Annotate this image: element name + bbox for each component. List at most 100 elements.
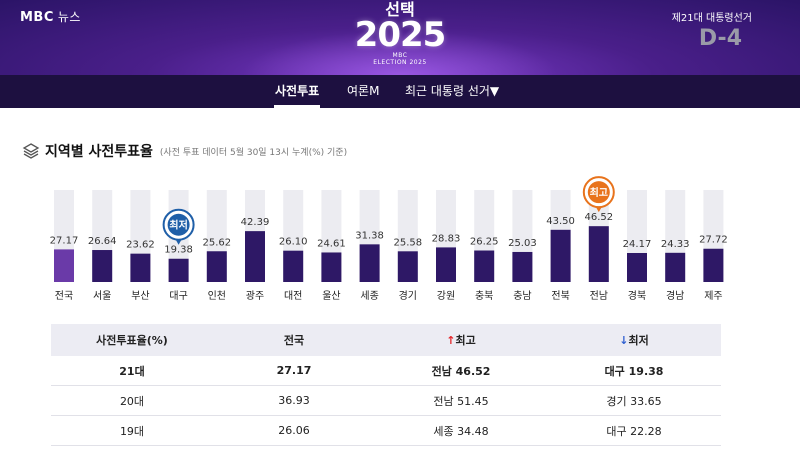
value-label: 25.58: [393, 237, 422, 248]
value-label: 43.50: [546, 216, 575, 227]
section-note: (사전 투표 데이터 5월 30일 13시 누계(%) 기준): [159, 147, 348, 158]
cell-term: 20대: [119, 394, 145, 408]
up-arrow-icon: ↑: [446, 334, 456, 347]
tab-recent-elections[interactable]: 최근 대통령 선거▼: [405, 84, 500, 98]
brand-year: 2025: [354, 15, 447, 55]
value-label: 19.38: [164, 245, 193, 256]
header-lowest-label: 최저: [628, 334, 649, 347]
category-label: 서울: [93, 290, 111, 302]
bar: [627, 252, 647, 282]
value-label: 25.03: [508, 238, 537, 249]
header-highest-label: 최고: [455, 334, 476, 347]
value-label: 46.52: [584, 212, 613, 223]
bar: [397, 251, 418, 282]
value-label: 31.38: [355, 230, 384, 241]
cell-national: 26.06: [278, 424, 310, 437]
brand-tag-mbc: MBC: [392, 52, 408, 59]
category-label: 울산: [322, 290, 340, 302]
cell-highest: 전남 46.52: [431, 364, 491, 378]
category-label: 세종: [360, 290, 378, 302]
category-label: 제주: [704, 290, 722, 302]
bar: [321, 252, 342, 282]
bar: [54, 249, 74, 282]
bar: [245, 231, 265, 282]
value-label: 42.39: [241, 217, 270, 228]
value-label: 25.62: [202, 237, 231, 248]
bar: [665, 252, 686, 282]
category-label: 전북: [551, 290, 569, 302]
table-header-row: 사전투표율(%) 전국 ↑최고 ↓최저: [51, 324, 721, 356]
marker-badge: [587, 181, 610, 204]
category-label: 강원: [437, 290, 455, 302]
bar: [168, 258, 189, 282]
header-lowest: ↓최저: [547, 332, 721, 348]
marker-badge: [167, 213, 190, 236]
election-brand: 선택 2025 MBC ELECTION 2025: [330, 0, 470, 67]
category-label: 전남: [590, 290, 608, 302]
bar: [206, 251, 227, 282]
cell-lowest: 경기 33.65: [606, 394, 662, 408]
mbc-news-logo[interactable]: MBC 뉴스: [20, 8, 81, 25]
bar: [474, 250, 495, 282]
cell-term: 21대: [119, 364, 145, 378]
bar: [92, 250, 113, 282]
table-row: 20대 36.93 전남 51.45 경기 33.65: [51, 386, 721, 416]
bar: [130, 253, 151, 282]
cell-national: 36.93: [278, 394, 310, 407]
category-label: 경북: [628, 289, 646, 302]
cell-highest: 세종 34.48: [433, 424, 489, 438]
marker-label: 최고: [590, 186, 608, 199]
bar: [436, 247, 456, 282]
value-label: 24.61: [317, 238, 346, 249]
category-label: 충남: [513, 290, 531, 302]
header-national: 전국: [283, 334, 305, 347]
value-label: 23.62: [126, 240, 155, 251]
category-label: 대전: [284, 290, 302, 302]
category-label: 전국: [55, 290, 73, 302]
dday-counter: D-4: [698, 26, 742, 51]
value-label: 26.25: [470, 237, 499, 248]
tab-poll-m[interactable]: 여론M: [347, 84, 380, 98]
category-label: 경기: [399, 289, 417, 302]
tab-early-voting[interactable]: 사전투표: [275, 84, 320, 98]
category-label: 경남: [666, 289, 684, 302]
nav-bar: 사전투표 여론M 최근 대통령 선거▼: [0, 75, 800, 108]
section-title: 지역별 사전투표율: [45, 144, 153, 160]
brand-tag-election: ELECTION 2025: [373, 59, 427, 66]
bar: [512, 251, 533, 282]
logo-text: MBC: [20, 10, 54, 25]
cell-lowest: 대구 22.28: [606, 424, 662, 438]
category-label: 충북: [475, 290, 493, 302]
bar: [283, 250, 304, 282]
brand-korean: 선택: [385, 0, 415, 19]
layers-icon: [22, 143, 40, 159]
cell-term: 19대: [119, 424, 145, 438]
marker-label: 최저: [169, 219, 187, 232]
category-label: 대구: [169, 290, 187, 302]
table-row: 21대 27.17 전남 46.52 대구 19.38: [51, 356, 721, 386]
header-highest: ↑최고: [375, 332, 547, 348]
bar: [703, 248, 724, 282]
banner-glow: [240, 30, 560, 75]
category-label: 부산: [131, 290, 149, 302]
header-banner: MBC 뉴스 선택 2025 MBC ELECTION 2025 제21대 대통령…: [0, 0, 800, 75]
value-label: 26.10: [279, 237, 308, 248]
election-name: 제21대 대통령선거: [671, 13, 752, 24]
cell-highest: 전남 51.45: [433, 394, 489, 408]
bar: [550, 229, 571, 282]
category-label: 인천: [208, 290, 226, 302]
down-arrow-icon: ↓: [619, 334, 629, 347]
cell-lowest: 대구 19.38: [604, 364, 664, 378]
bar: [588, 226, 609, 282]
value-label: 24.17: [623, 239, 652, 250]
table-row: 19대 26.06 세종 34.48 대구 22.28: [51, 416, 721, 446]
cell-national: 27.17: [276, 364, 312, 377]
value-label: 28.83: [432, 233, 461, 244]
bar: [359, 244, 380, 282]
value-label: 26.64: [88, 236, 117, 247]
active-tab-indicator: [274, 105, 320, 108]
category-label: 광주: [246, 290, 264, 302]
value-label: 27.17: [50, 235, 79, 246]
section-header: 지역별 사전투표율 (사전 투표 데이터 5월 30일 13시 누계(%) 기준…: [22, 141, 347, 161]
turnout-table: 사전투표율(%) 전국 ↑최고 ↓최저 21대 27.17 전남 46.52 대…: [51, 324, 721, 446]
